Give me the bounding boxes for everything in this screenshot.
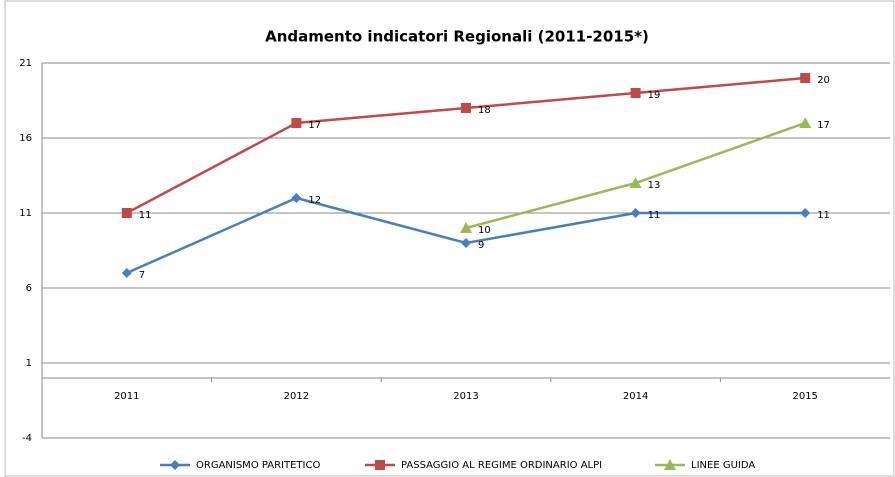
data-label: 7: [139, 270, 145, 281]
point: [121, 208, 132, 218]
point: [800, 208, 811, 218]
point: [799, 117, 812, 128]
point: [460, 222, 472, 233]
point: [461, 238, 471, 248]
chart-title: Andamento indicatori Regionali (2011-201…: [265, 28, 649, 46]
legend-marker: [375, 460, 385, 470]
point: [461, 103, 471, 113]
legend-label: LINEE GUIDA: [691, 460, 755, 471]
data-label: 12: [308, 195, 321, 206]
y-tick-label: 1: [26, 358, 32, 369]
legend-label: ORGANISMO PARITETICO: [196, 460, 320, 471]
y-tick-label: 11: [19, 208, 32, 219]
y-tick-label: 16: [19, 133, 32, 144]
y-tick-label: 6: [26, 283, 32, 294]
y-tick-label: -4: [22, 433, 32, 444]
data-label: 11: [648, 210, 661, 221]
data-label: 11: [817, 210, 830, 221]
x-tick-label: 2015: [792, 391, 817, 402]
data-label: 17: [817, 120, 830, 131]
point: [630, 88, 641, 98]
point: [291, 193, 302, 203]
x-tick-label: 2012: [284, 391, 309, 402]
data-label: 19: [648, 90, 661, 101]
legend-marker: [170, 460, 180, 470]
data-label: 10: [478, 225, 491, 236]
data-label: 18: [478, 105, 491, 116]
x-tick-label: 2014: [623, 391, 648, 402]
legend-label: PASSAGGIO AL REGIME ORDINARIO ALPI: [401, 460, 602, 471]
point: [630, 208, 641, 218]
point: [800, 73, 811, 83]
data-label: 9: [478, 240, 484, 251]
y-tick-label: 21: [19, 58, 32, 69]
x-tick-label: 2013: [453, 391, 478, 402]
x-tick-label: 2011: [114, 391, 139, 402]
data-label: 11: [139, 210, 152, 221]
data-label: 17: [308, 120, 321, 131]
point: [121, 268, 132, 278]
point: [629, 177, 642, 188]
data-label: 13: [648, 180, 661, 191]
data-label: 20: [817, 75, 830, 86]
legend-marker: [664, 459, 676, 470]
point: [291, 118, 302, 128]
